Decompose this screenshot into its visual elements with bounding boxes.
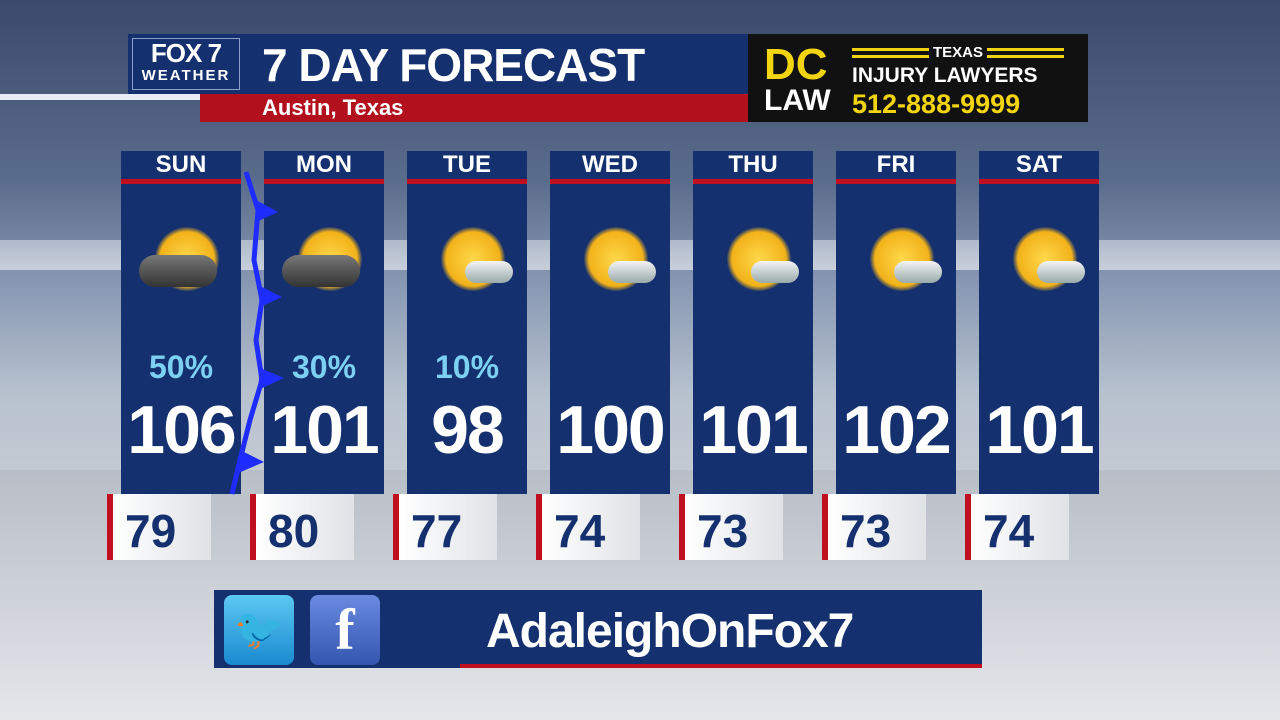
ad-phone: 512-888-9999 — [852, 89, 1021, 119]
low-temp: 73 — [822, 494, 926, 560]
day-divider — [979, 179, 1099, 184]
high-temp: 106 — [127, 392, 236, 468]
day-divider — [836, 179, 956, 184]
location-label: Austin, Texas — [200, 94, 748, 122]
day-divider — [407, 179, 527, 184]
divider — [0, 94, 200, 100]
high-temp: 98 — [431, 392, 505, 468]
ad-dc: DC — [764, 40, 828, 89]
day-column-fri: FRI 102 — [836, 151, 956, 494]
high-temp: 101 — [985, 392, 1094, 468]
storm-cloud-icon — [282, 255, 360, 287]
social-red-stripe — [460, 664, 982, 668]
mostly-sunny-icon — [715, 223, 799, 299]
day-column-wed: WED 100 — [550, 151, 670, 494]
day-label: SUN — [155, 151, 207, 178]
low-temp: 74 — [536, 494, 640, 560]
logo-main: FOX 7 — [150, 38, 222, 68]
day-divider — [550, 179, 670, 184]
high-temp: 100 — [556, 392, 665, 468]
day-column-thu: THU 101 — [693, 151, 813, 494]
header-bar — [128, 34, 748, 94]
day-label: FRI — [876, 151, 916, 178]
precip-chance: 30% — [291, 349, 357, 385]
high-temp: 101 — [699, 392, 808, 468]
sponsor-ad: DC LAW TEXAS INJURY LAWYERS 512-888-9999 — [748, 34, 1088, 122]
precip-chance: 50% — [148, 349, 214, 385]
high-temp: 101 — [270, 392, 379, 468]
social-bar: 🐦 f AdaleighOnFox7 — [214, 590, 982, 668]
day-divider — [264, 179, 384, 184]
cloud-icon — [608, 261, 656, 283]
social-handle: AdaleighOnFox7 — [486, 605, 854, 658]
high-temp: 102 — [842, 392, 951, 468]
day-column-sat: SAT 101 — [979, 151, 1099, 494]
mostly-sunny-icon — [572, 223, 656, 299]
ad-tagline: INJURY LAWYERS — [852, 64, 1038, 87]
low-temp: 79 — [107, 494, 211, 560]
facebook-icon[interactable]: f — [310, 595, 380, 665]
cloud-icon — [1037, 261, 1085, 283]
day-label: WED — [582, 151, 638, 178]
day-column-tue: TUE 10% 98 — [407, 151, 527, 494]
day-label: THU — [728, 151, 778, 178]
cold-front-line — [229, 171, 265, 495]
thunderstorm-partly-sunny-icon — [139, 223, 219, 299]
day-label: SAT — [1015, 151, 1063, 178]
storm-cloud-icon — [139, 255, 217, 287]
cloud-icon — [751, 261, 799, 283]
low-temp: 73 — [679, 494, 783, 560]
cloud-icon — [894, 261, 942, 283]
low-temp: 74 — [965, 494, 1069, 560]
logo-sub: WEATHER — [141, 67, 231, 84]
day-label: MON — [296, 151, 352, 178]
page-title: 7 DAY FORECAST — [262, 39, 645, 91]
day-label: TUE — [443, 151, 491, 178]
cloud-icon — [465, 261, 513, 283]
day-column-mon: MON 30% 101 — [264, 151, 384, 494]
front-triangle — [236, 450, 264, 474]
mostly-sunny-icon — [429, 223, 513, 299]
ad-law: LAW — [764, 84, 831, 117]
low-temp: 80 — [250, 494, 354, 560]
low-temp: 77 — [393, 494, 497, 560]
twitter-icon[interactable]: 🐦 — [224, 595, 294, 665]
front-triangle — [256, 200, 278, 222]
ad-state: TEXAS — [852, 44, 1064, 61]
thunderstorm-partly-sunny-icon — [282, 223, 362, 299]
mostly-sunny-icon — [858, 223, 942, 299]
day-divider — [121, 179, 241, 184]
front-triangle — [258, 368, 284, 390]
fox7-weather-logo: FOX 7 WEATHER — [132, 38, 240, 90]
mostly-sunny-icon — [1001, 223, 1085, 299]
day-divider — [693, 179, 813, 184]
precip-chance: 10% — [434, 349, 500, 385]
front-triangle — [258, 285, 282, 307]
day-column-sun: SUN 50% 106 — [121, 151, 241, 494]
